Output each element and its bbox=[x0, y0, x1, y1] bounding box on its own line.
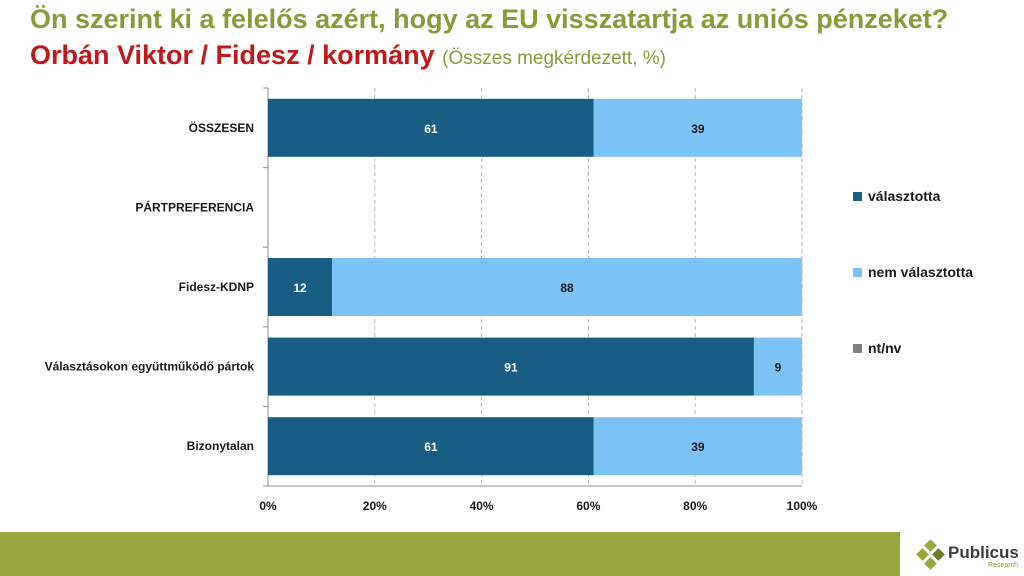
logo-name: Publicus bbox=[948, 543, 1019, 562]
x-tick-label: 40% bbox=[470, 499, 494, 513]
legend-item-valasztotta: választotta bbox=[853, 186, 973, 206]
data-label: 12 bbox=[293, 281, 307, 295]
data-label: 61 bbox=[424, 440, 438, 454]
category-label: ÖSSZESEN bbox=[189, 120, 254, 135]
subtitle-note: (Összes megkérdezett, %) bbox=[442, 48, 666, 69]
chart-subtitle: Orbán Viktor / Fidesz / kormány (Összes … bbox=[30, 40, 666, 71]
x-tick-label: 60% bbox=[576, 499, 600, 513]
bar-választotta bbox=[268, 258, 333, 316]
chart-title: Ön szerint ki a felelős azért, hogy az E… bbox=[30, 4, 949, 34]
x-tick-label: 80% bbox=[683, 499, 707, 513]
legend-item-nem-valasztotta: nem választotta bbox=[853, 262, 973, 282]
legend-swatch bbox=[853, 191, 862, 201]
category-label: Bizonytalan bbox=[187, 439, 254, 453]
x-tick-label: 20% bbox=[363, 499, 387, 513]
category-label: PÁRTPREFERENCIA bbox=[135, 199, 254, 214]
footer-bar bbox=[0, 532, 900, 576]
data-label: 91 bbox=[504, 361, 518, 375]
bar-választotta bbox=[268, 98, 594, 157]
legend-swatch bbox=[853, 267, 862, 277]
bar-nem-választotta bbox=[332, 258, 802, 316]
legend-label: választotta bbox=[868, 188, 941, 204]
data-label: 9 bbox=[775, 361, 782, 375]
bar-nem-választotta bbox=[753, 337, 802, 396]
bar-választotta bbox=[268, 337, 754, 396]
bar-nem-választotta bbox=[593, 417, 802, 476]
category-label: Fidesz-KDNP bbox=[179, 280, 254, 294]
x-tick-label: 100% bbox=[787, 499, 818, 513]
legend: választotta nem választotta nt/nv bbox=[853, 186, 973, 414]
legend-label: nt/nv bbox=[868, 340, 902, 356]
category-label: Választásokon együttműködő pártok bbox=[45, 360, 255, 374]
logo-tagline: Research bbox=[988, 562, 1018, 569]
bar-nem-választotta bbox=[593, 98, 802, 157]
data-label: 39 bbox=[691, 122, 705, 136]
bar-választotta bbox=[268, 417, 594, 476]
bar-chart: 0% 20% 40% 60% 80% 100% ÖSSZESEN 61 39 PÁRTPREFER… bbox=[45, 87, 818, 513]
legend-swatch bbox=[853, 343, 862, 353]
legend-label: nem választotta bbox=[868, 264, 974, 280]
x-tick-label: 0% bbox=[259, 499, 277, 513]
subtitle-main: Orbán Viktor / Fidesz / kormány bbox=[30, 40, 435, 70]
data-label: 61 bbox=[424, 122, 438, 136]
publicus-logo: Publicus Research bbox=[914, 536, 1024, 576]
data-label: 39 bbox=[691, 440, 705, 454]
data-label: 88 bbox=[560, 281, 574, 295]
legend-item-nt-nv: nt/nv bbox=[853, 338, 973, 358]
publicus-logo-icon bbox=[916, 540, 945, 570]
